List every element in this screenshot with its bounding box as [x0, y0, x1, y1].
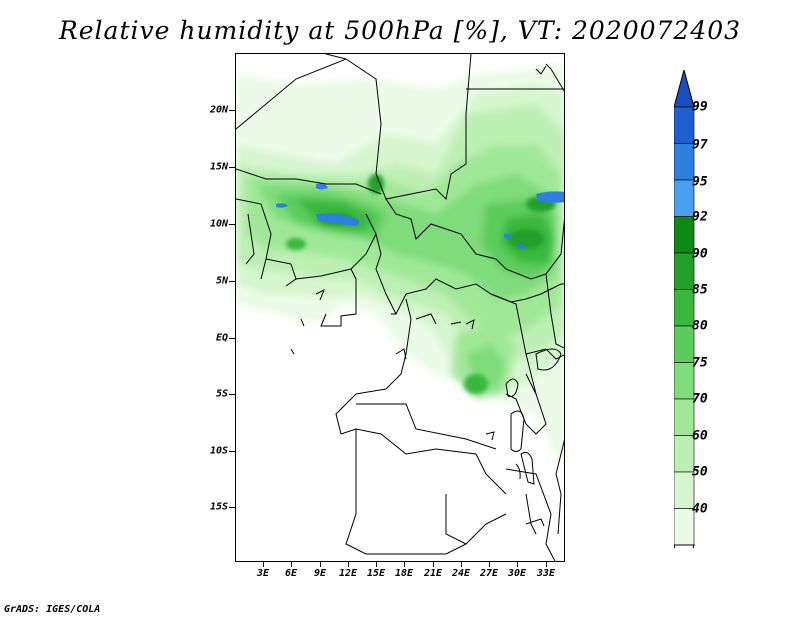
colorbar-label: 75: [692, 355, 708, 371]
colorbar-label: 50: [692, 464, 708, 480]
colorbar-segment: [673, 179, 695, 217]
y-tickmark: [229, 281, 235, 282]
grads-credit: GrADS: IGES/COLA: [4, 604, 101, 615]
colorbar-segment: [673, 143, 695, 181]
colorbar-segment: [673, 435, 695, 473]
x-tickmark: [433, 562, 434, 567]
x-tickmark: [489, 562, 490, 567]
y-tickmark: [229, 394, 235, 395]
lake-outlines: [485, 348, 562, 527]
x-tickmark: [376, 562, 377, 567]
colorbar-label: 97: [692, 137, 708, 153]
colorbar-label: 40: [692, 501, 708, 517]
x-tickmark: [461, 562, 462, 567]
x-tickmark: [404, 562, 405, 567]
colorbar-label: 70: [692, 391, 708, 407]
x-tick-label: 12E: [338, 568, 358, 579]
y-tickmark: [229, 167, 235, 168]
colorbar-segment: [673, 471, 695, 509]
colorbar-label: 85: [692, 282, 708, 298]
x-tickmark: [291, 562, 292, 567]
x-tick-label: 3E: [256, 568, 270, 579]
x-tick-label: 9E: [313, 568, 327, 579]
map-title: Relative humidity at 500hPa [%], VT: 202…: [58, 16, 742, 45]
colorbar-label: 99: [692, 99, 708, 115]
colorbar-label: 95: [692, 174, 708, 190]
y-tick-label: 10S: [209, 445, 228, 457]
colorbar: [673, 68, 704, 583]
x-tick-label: 15E: [366, 568, 386, 579]
x-tick-label: 21E: [423, 568, 443, 579]
colorbar-segment: [673, 508, 695, 546]
colorbar-segments: [673, 68, 695, 583]
x-tick-label: 27E: [479, 568, 499, 579]
saturated-patches: [276, 183, 564, 249]
colorbar-min-arrow: [673, 544, 695, 583]
colorbar-max-arrow: [673, 68, 695, 108]
y-tickmark: [229, 110, 235, 111]
colorbar-svg: [673, 68, 695, 583]
colorbar-label: 80: [692, 318, 708, 334]
colorbar-segment: [673, 216, 695, 254]
y-tick-label: 15S: [209, 501, 228, 513]
x-tick-label: 6E: [284, 568, 298, 579]
y-tickmark: [229, 451, 235, 452]
colorbar-segment: [673, 362, 695, 400]
y-tickmark: [229, 338, 235, 339]
x-tickmark: [546, 562, 547, 567]
x-tickmark: [320, 562, 321, 567]
y-tick-label: 20N: [209, 104, 228, 116]
x-tick-label: 18E: [394, 568, 414, 579]
humidity-shading: [236, 64, 564, 470]
colorbar-label: 90: [692, 246, 708, 262]
x-tickmark: [263, 562, 264, 567]
y-tickmark: [229, 224, 235, 225]
y-tick-label: 10N: [209, 218, 228, 230]
country-boundaries: [236, 54, 564, 561]
y-tick-label: 5N: [215, 275, 228, 287]
coastline-islands: [290, 65, 547, 360]
colorbar-segment: [673, 289, 695, 327]
y-tick-label: EQ: [215, 332, 228, 344]
y-tick-label: 5S: [215, 388, 228, 400]
colorbar-segment: [673, 252, 695, 290]
x-tick-label: 30E: [507, 568, 527, 579]
colorbar-segment: [673, 325, 695, 363]
colorbar-segment: [673, 398, 695, 436]
y-tickmark: [229, 507, 235, 508]
x-tick-label: 24E: [451, 568, 471, 579]
y-tick-label: 15N: [209, 161, 228, 173]
map-panel: [235, 53, 565, 562]
colorbar-label: 60: [692, 428, 708, 444]
colorbar-segment: [673, 106, 695, 144]
x-tick-label: 33E: [536, 568, 556, 579]
x-tickmark: [348, 562, 349, 567]
colorbar-label: 92: [692, 209, 708, 225]
x-tickmark: [517, 562, 518, 567]
humidity-field-map: [236, 54, 564, 561]
